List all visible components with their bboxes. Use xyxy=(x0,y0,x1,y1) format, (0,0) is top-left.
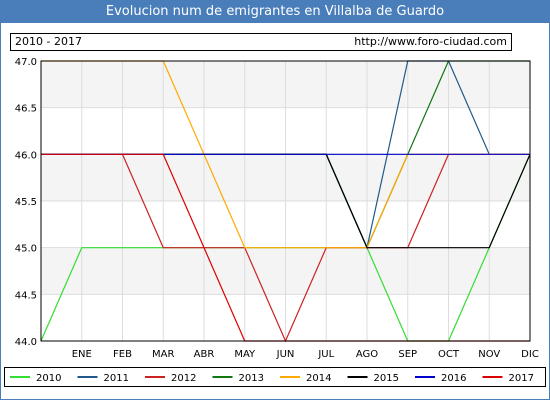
legend-label: 2014 xyxy=(306,373,331,384)
x-tick-label: MAY xyxy=(234,349,256,360)
x-tick-label: DIC xyxy=(521,349,539,360)
period-label: 2010 - 2017 xyxy=(15,35,82,48)
y-tick-label: 44.0 xyxy=(15,337,37,348)
source-url: http://www.foro-ciudad.com xyxy=(354,35,507,48)
y-tick-label: 46.5 xyxy=(15,104,37,115)
x-tick-label: ENE xyxy=(72,349,92,360)
x-tick-label: OCT xyxy=(438,349,460,360)
info-box: 2010 - 2017 http://www.foro-ciudad.com xyxy=(10,33,512,51)
y-tick-label: 45.0 xyxy=(15,244,37,255)
x-tick-label: AGO xyxy=(356,349,378,360)
x-tick-label: ABR xyxy=(194,349,215,360)
legend-label: 2010 xyxy=(36,373,61,384)
legend-label: 2012 xyxy=(171,373,196,384)
y-tick-label: 46.0 xyxy=(15,150,37,161)
x-tick-label: SEP xyxy=(398,349,417,360)
legend-label: 2016 xyxy=(441,373,466,384)
legend xyxy=(4,367,546,387)
x-tick-label: NOV xyxy=(478,349,500,360)
x-tick-label: JUN xyxy=(276,349,295,360)
x-tick-label: FEB xyxy=(113,349,132,360)
plot-border xyxy=(40,60,531,342)
legend-label: 2017 xyxy=(509,373,534,384)
y-tick-label: 47.0 xyxy=(15,57,37,68)
x-tick-label: MAR xyxy=(152,349,174,360)
chart-title: Evolucion num de emigrantes en Villalba … xyxy=(1,1,549,23)
legend-label: 2013 xyxy=(239,373,264,384)
legend-label: 2015 xyxy=(374,373,399,384)
x-tick-label: JUL xyxy=(317,349,334,360)
y-tick-label: 45.5 xyxy=(15,197,37,208)
y-tick-label: 44.5 xyxy=(15,290,37,301)
legend-label: 2011 xyxy=(104,373,129,384)
